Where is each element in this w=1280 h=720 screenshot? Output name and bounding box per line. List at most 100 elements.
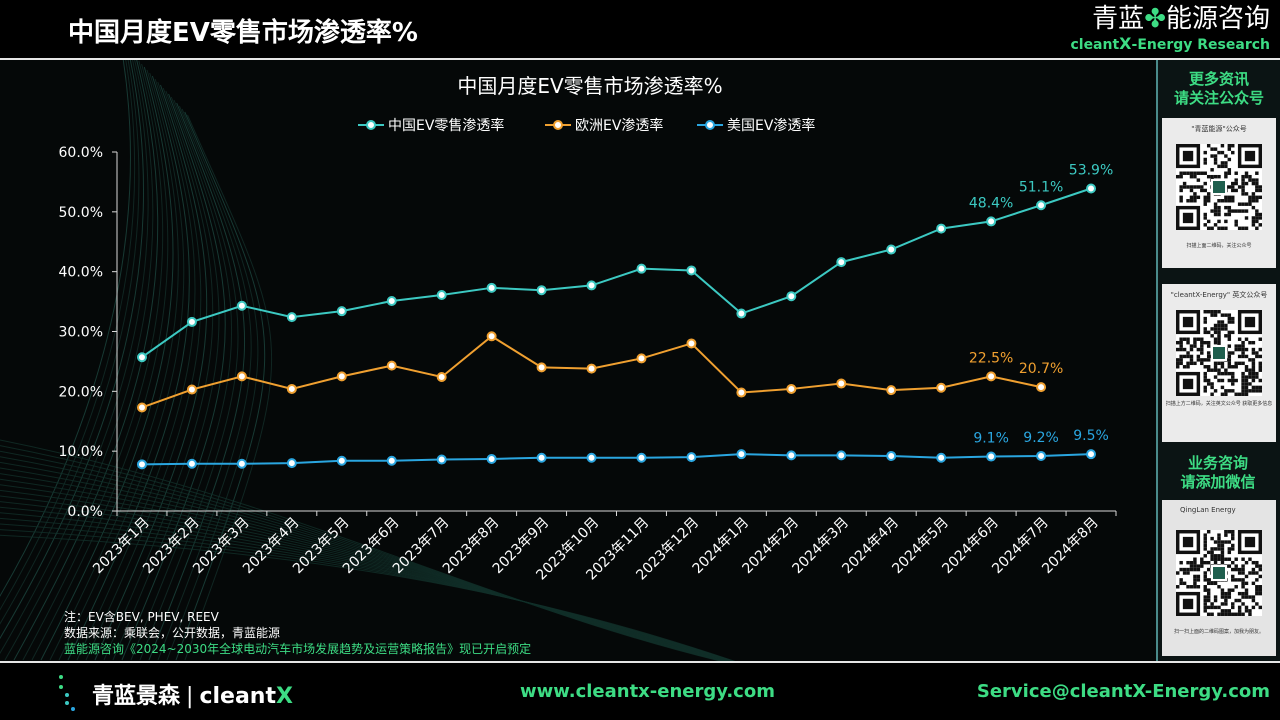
qr-module (1203, 598, 1207, 603)
qr-module (1193, 564, 1197, 568)
qr-module (1244, 581, 1249, 586)
qr-finder (1244, 536, 1256, 548)
qr-module (1241, 361, 1245, 366)
qr-module (1182, 347, 1187, 352)
qr-module (1193, 344, 1197, 348)
qr-module (1231, 316, 1235, 321)
brand-en-x: X (1119, 34, 1132, 53)
qr-module (1210, 602, 1214, 606)
qr-module (1210, 154, 1214, 158)
qr-module (1182, 354, 1187, 359)
qr-module (1251, 385, 1256, 390)
qr-module (1231, 185, 1235, 189)
qr-module (1200, 340, 1204, 345)
qr-center-logo (1211, 345, 1227, 361)
brand-cn-left: 青蓝 (1092, 4, 1145, 34)
qr-module (1251, 598, 1256, 603)
qr-module (1251, 567, 1256, 572)
data-point (1086, 183, 1097, 194)
qr-module (1189, 185, 1194, 189)
qr-module (1193, 560, 1197, 565)
data-point (286, 458, 297, 469)
qr-module (1255, 181, 1259, 186)
footer-logo-en: cleant (199, 684, 276, 709)
qr-module (1203, 378, 1207, 383)
qr-module (1206, 578, 1211, 582)
background-swirl (0, 60, 736, 661)
qr-module (1248, 368, 1252, 372)
qr-module (1227, 591, 1232, 596)
qr-module (1234, 171, 1238, 175)
qr-module (1244, 181, 1249, 186)
qr-module (1196, 354, 1201, 359)
data-label: 53.9% (1069, 162, 1113, 178)
qr-module (1176, 347, 1180, 352)
qr-module (1241, 226, 1245, 230)
qr-module (1241, 581, 1245, 586)
qr-module (1227, 313, 1232, 317)
qr-module (1244, 389, 1249, 393)
qr-card-wechat-contact: QingLan Energy 扫一扫上面的二维码图案，加我为朋友。 (1162, 500, 1276, 656)
qr-module (1234, 223, 1238, 227)
qr-module (1241, 192, 1245, 196)
qr-card-wechat-cn: "青蓝能源"公众号 扫描上面二维码，关注公众号 (1162, 118, 1276, 268)
qr-module (1213, 330, 1218, 335)
qr-module (1231, 209, 1235, 213)
qr-module (1241, 209, 1245, 213)
qr-module (1217, 340, 1221, 345)
qr-module (1186, 340, 1190, 345)
qr-module (1179, 581, 1183, 586)
footer-logo: 青蓝景森 | cleantX (92, 678, 293, 710)
qr-module (1248, 571, 1252, 575)
qr-module (1231, 547, 1235, 551)
qr-module (1217, 209, 1221, 213)
qr-module (1227, 595, 1232, 599)
qr-module (1217, 361, 1221, 366)
qr-module (1217, 554, 1221, 558)
qr-module (1231, 371, 1235, 376)
qr-finder (1182, 212, 1194, 224)
qr-module (1227, 365, 1232, 369)
data-point (286, 383, 297, 394)
qr-module (1203, 605, 1207, 610)
qr-module (1203, 358, 1207, 362)
qr-module (1241, 188, 1245, 193)
data-point (1036, 450, 1047, 461)
qr-module (1213, 361, 1218, 366)
email-link[interactable]: Service@cleantX-Energy.com (976, 681, 1270, 702)
qr-finder (1182, 378, 1194, 390)
data-point (436, 454, 447, 465)
website-link[interactable]: www.cleantx-energy.com (520, 681, 775, 702)
qr-module (1203, 560, 1207, 565)
qr-module (1213, 202, 1218, 206)
qr-module (1248, 557, 1252, 561)
qr-module (1224, 602, 1228, 606)
data-label: 48.4% (969, 195, 1013, 211)
qr-module (1210, 547, 1214, 551)
data-point (636, 452, 647, 463)
qr-module (1200, 337, 1204, 341)
data-point (186, 384, 197, 395)
background-swirl-line (0, 60, 144, 640)
qr-module (1234, 181, 1238, 186)
qr-module (1220, 365, 1225, 369)
qr-pattern (1176, 530, 1262, 616)
data-point (986, 216, 997, 227)
legend-label: 美国EV渗透率 (727, 117, 815, 134)
data-point (136, 402, 147, 413)
qr-card-wechat-en: "cleantX-Energy" 英文公众号 扫描上方二维码，关注英文公众号 获… (1162, 284, 1276, 442)
qr-module (1213, 313, 1218, 317)
qr-module (1217, 164, 1221, 169)
qr-module (1224, 530, 1228, 534)
qr-module (1255, 389, 1259, 393)
qr-module (1258, 591, 1262, 596)
qr-module (1217, 337, 1221, 341)
qr-module (1227, 389, 1232, 393)
qr-module (1213, 598, 1218, 603)
qr-module (1248, 202, 1252, 206)
footer-logo-sep: | (186, 684, 194, 709)
qr-module (1196, 564, 1201, 568)
qr-module (1227, 530, 1232, 534)
qr-module (1203, 595, 1207, 599)
qr-module (1189, 174, 1194, 179)
